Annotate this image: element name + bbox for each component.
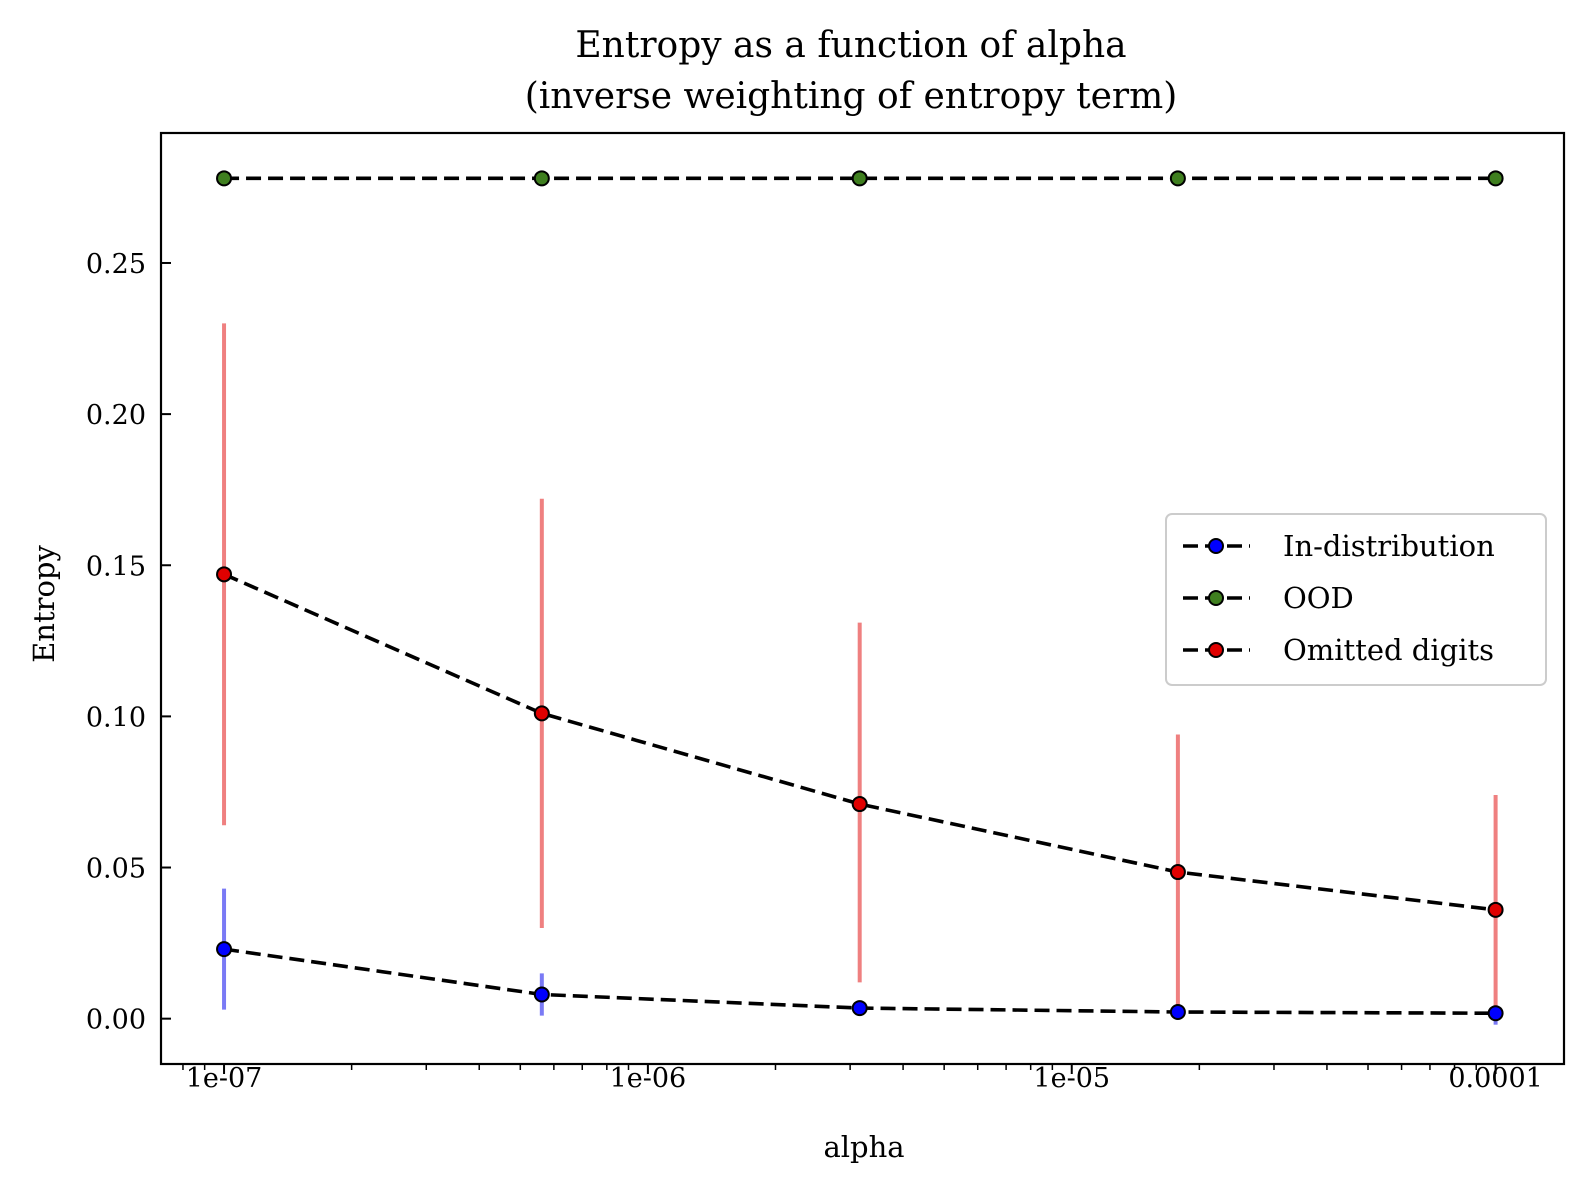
x-tick-label: 0.0001 [1448,1063,1542,1094]
legend-box [1165,513,1547,686]
data-point [1169,1004,1186,1021]
legend-label: OOD [1283,581,1354,615]
data-point [1487,901,1504,918]
data-point [851,796,868,813]
data-point [1169,864,1186,881]
data-point [533,705,550,722]
data-point [216,170,233,187]
data-point [216,566,233,583]
y-tick-label: 0.10 [86,702,146,733]
y-axis-label: Entropy [27,545,61,663]
plot-area [216,170,1504,1025]
chart-title-line-2: (inverse weighting of entropy term) [525,76,1178,117]
y-axis-ticks: 0.00 0.05 0.10 0.15 0.20 0.25 [86,249,171,1036]
y-tick-label: 0.05 [86,854,146,885]
data-point [1487,1005,1504,1022]
legend: In-distribution OOD Omitted digits [1165,513,1547,686]
x-tick-label: 1e-06 [610,1063,687,1094]
data-point [1169,170,1186,187]
legend-marker [1208,538,1224,554]
data-point [851,170,868,187]
series-line [223,572,1496,912]
x-axis-label: alpha [823,1130,904,1164]
x-tick-label: 1e-07 [186,1063,263,1094]
legend-label: In-distribution [1283,529,1495,563]
y-tick-label: 0.00 [86,1005,146,1036]
data-point [1487,170,1504,187]
x-axis-ticks: 1e-07 1e-06 1e-05 0.0001 [182,1063,1543,1094]
legend-marker [1208,590,1224,606]
data-point [216,941,233,958]
data-point [851,1000,868,1017]
legend-marker [1208,642,1224,658]
y-tick-label: 0.25 [86,249,146,280]
y-tick-label: 0.15 [86,551,146,582]
legend-label: Omitted digits [1283,633,1494,667]
chart-title-line-1: Entropy as a function of alpha [575,25,1126,66]
x-tick-label: 1e-05 [1033,1063,1110,1094]
data-point [533,986,550,1003]
axes-frame [159,131,1566,1066]
y-tick-label: 0.20 [86,400,146,431]
data-point [533,170,550,187]
